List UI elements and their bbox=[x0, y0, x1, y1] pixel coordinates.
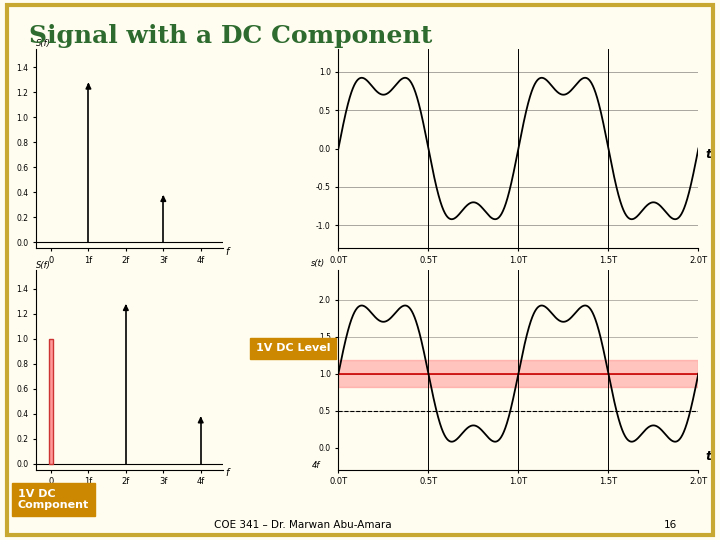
Text: S(f): S(f) bbox=[36, 260, 51, 269]
Text: f: f bbox=[225, 247, 228, 256]
Text: s(t): s(t) bbox=[311, 259, 325, 268]
Text: COE 341 – Dr. Marwan Abu-Amara: COE 341 – Dr. Marwan Abu-Amara bbox=[214, 520, 391, 530]
Text: t: t bbox=[706, 450, 711, 463]
Text: 16: 16 bbox=[664, 520, 677, 530]
Bar bbox=[338, 360, 698, 387]
Text: 4f: 4f bbox=[311, 461, 320, 470]
Text: S(f): S(f) bbox=[36, 39, 51, 48]
Text: 1V DC
Component: 1V DC Component bbox=[18, 489, 89, 510]
Text: Signal with a DC Component: Signal with a DC Component bbox=[29, 24, 432, 48]
Text: f: f bbox=[225, 468, 228, 478]
Text: 1V DC Level: 1V DC Level bbox=[256, 343, 330, 353]
Bar bbox=[48, 339, 53, 463]
Text: t: t bbox=[706, 148, 711, 161]
